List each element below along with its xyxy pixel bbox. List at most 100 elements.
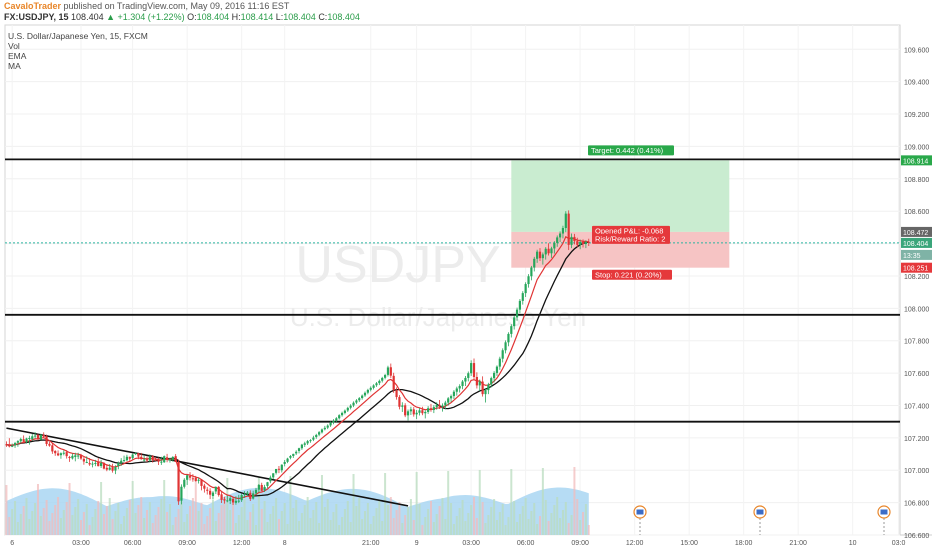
candle-body — [467, 373, 470, 378]
y-tick-label: 107.600 — [904, 371, 929, 378]
candle-body — [154, 459, 157, 461]
candle-body — [404, 405, 407, 416]
candle — [79, 453, 83, 460]
volume-bar — [498, 512, 501, 535]
candle-body — [280, 464, 283, 471]
candle-body — [36, 434, 40, 439]
candle-body — [518, 300, 522, 310]
candle — [538, 248, 542, 262]
candle-body — [295, 451, 298, 454]
event-flag-body — [636, 509, 644, 515]
candle-body — [151, 456, 154, 461]
candle — [507, 332, 510, 347]
volume-bar — [326, 499, 329, 535]
open-label: O: — [187, 12, 197, 22]
legend-item-ma[interactable]: MA — [8, 61, 21, 71]
volume-bar — [378, 500, 381, 535]
candle — [260, 482, 263, 492]
symbol-label[interactable]: FX:USDJPY, 15 — [4, 12, 69, 22]
volume-bar — [389, 497, 392, 535]
volume-bar — [559, 518, 562, 535]
x-tick-label: 09:00 — [571, 540, 589, 547]
volume-bar — [295, 500, 298, 535]
volume-bar — [211, 500, 214, 535]
candle-body — [561, 228, 565, 234]
candle-body — [211, 492, 215, 496]
candle-body — [412, 409, 415, 415]
volume-bar — [584, 504, 587, 535]
candle-body — [62, 452, 65, 454]
volume-bar — [306, 497, 309, 535]
candle-body — [507, 333, 510, 343]
candle — [16, 440, 20, 447]
candle — [105, 464, 108, 472]
candle — [62, 450, 65, 456]
candle-body — [125, 456, 129, 461]
volume-bar — [467, 513, 470, 535]
volume-bar — [424, 517, 427, 535]
y-tick-label: 108.600 — [904, 209, 929, 216]
volume-bar — [478, 470, 481, 535]
legend-item-ema[interactable]: EMA — [8, 51, 27, 61]
volume-bar — [283, 503, 286, 535]
candle — [174, 454, 177, 463]
candle-body — [209, 490, 212, 495]
legend-item-vol[interactable]: Vol — [8, 41, 20, 51]
volume-bar — [5, 485, 8, 535]
candle-body — [340, 412, 344, 416]
candle — [515, 307, 519, 321]
axis-label-countdown-bg — [901, 249, 932, 260]
candle-body — [48, 443, 51, 446]
y-tick-label: 107.400 — [904, 403, 929, 410]
volume-bar — [524, 498, 527, 535]
volume-bar — [59, 518, 62, 535]
candle-body — [234, 500, 238, 503]
candle-body — [16, 441, 20, 443]
volume-bar — [538, 516, 541, 535]
volume-bar — [513, 501, 516, 535]
candle — [587, 238, 590, 246]
volume-bar — [412, 520, 415, 535]
volume-bar — [521, 506, 524, 535]
volume-bar — [567, 523, 570, 535]
candle-body — [114, 467, 117, 471]
candle-body — [550, 248, 553, 254]
low-value: 108.404 — [283, 12, 316, 22]
volume-bar — [544, 500, 547, 535]
event-flag-icon[interactable] — [877, 505, 891, 535]
candle — [28, 435, 31, 445]
candle — [389, 363, 392, 378]
candle-body — [163, 456, 166, 463]
volume-bar — [349, 522, 352, 535]
volume-bar — [257, 477, 260, 535]
volume-bar — [550, 513, 553, 535]
candle-body — [544, 248, 547, 255]
candle — [254, 487, 258, 496]
volume-bar — [160, 499, 163, 535]
volume-bar — [386, 505, 389, 535]
author-name[interactable]: CavaloTrader — [4, 1, 62, 11]
candle — [289, 455, 292, 460]
volume-bar — [289, 476, 292, 535]
stop-label: Stop: 0.221 (0.20%) — [592, 269, 672, 280]
volume-bar — [384, 473, 387, 535]
candle-body — [352, 402, 355, 406]
candle — [148, 454, 151, 463]
publish-bar: CavaloTrader published on TradingView.co… — [4, 1, 289, 11]
candle — [246, 490, 249, 496]
event-flag-icon[interactable] — [753, 505, 767, 535]
candle — [125, 454, 129, 462]
volume-bar — [34, 503, 37, 535]
volume-bar — [582, 512, 585, 535]
candle-body — [71, 455, 74, 459]
candle — [237, 494, 240, 504]
volume-bar — [200, 503, 203, 535]
event-flag-icon[interactable] — [633, 505, 647, 535]
candle-body — [487, 384, 490, 391]
candle-body — [383, 375, 387, 378]
candle-body — [274, 468, 278, 473]
candle-body — [521, 293, 524, 301]
candle — [39, 433, 42, 441]
volume-bar — [157, 507, 160, 535]
